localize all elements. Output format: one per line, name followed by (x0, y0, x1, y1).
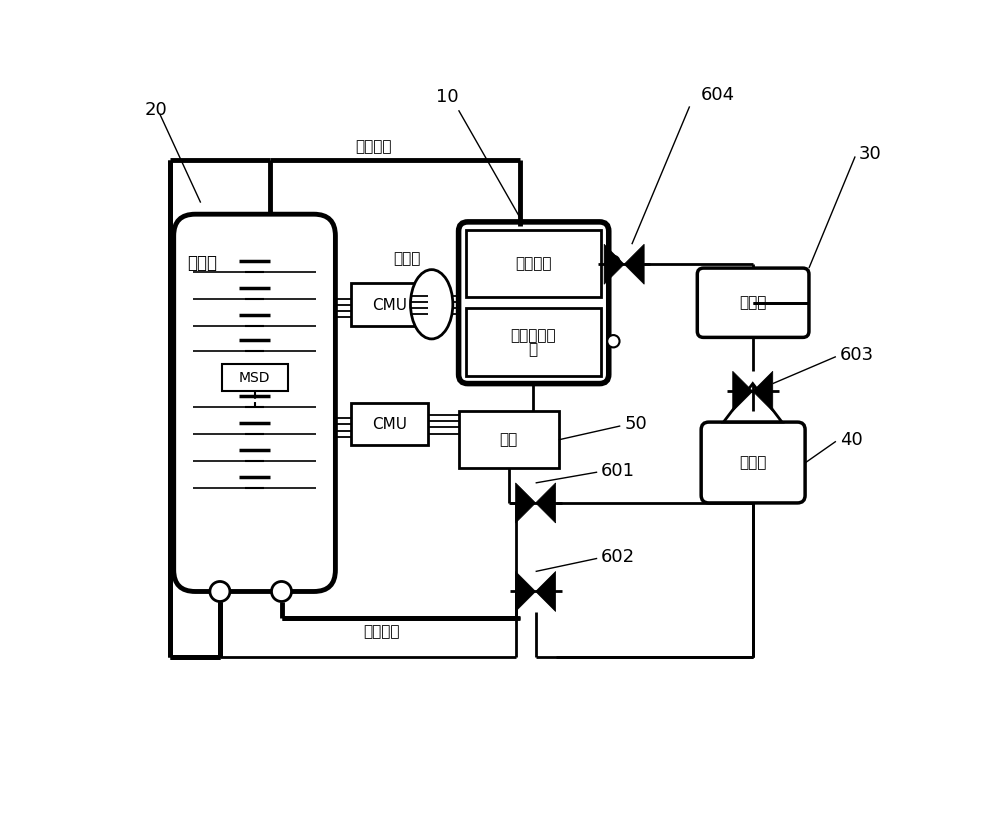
Text: 水泵: 水泵 (500, 432, 518, 447)
Polygon shape (624, 244, 644, 284)
Ellipse shape (410, 269, 453, 339)
Bar (222, 364, 288, 392)
Circle shape (607, 335, 620, 348)
Text: 602: 602 (601, 548, 635, 565)
Polygon shape (536, 571, 556, 611)
Text: 30: 30 (859, 145, 882, 163)
Text: 50: 50 (624, 415, 647, 433)
Text: 正极总线: 正极总线 (356, 140, 392, 154)
Circle shape (607, 255, 620, 268)
Polygon shape (604, 244, 624, 284)
FancyBboxPatch shape (701, 422, 805, 503)
Text: 601: 601 (601, 462, 635, 480)
Text: 40: 40 (840, 431, 862, 449)
Text: 负极总线: 负极总线 (363, 624, 400, 640)
Circle shape (271, 582, 292, 601)
Text: CMU: CMU (372, 417, 407, 432)
FancyBboxPatch shape (697, 268, 809, 337)
Text: 电池包: 电池包 (188, 255, 218, 273)
Bar (351, 403, 428, 446)
Polygon shape (516, 483, 536, 523)
Text: 10: 10 (436, 88, 458, 106)
Polygon shape (753, 371, 773, 411)
Text: 20: 20 (144, 101, 167, 119)
Text: 603: 603 (840, 346, 874, 364)
Text: 均衡电阱: 均衡电阱 (515, 256, 552, 271)
Bar (459, 410, 559, 468)
Text: 固态继电器: 固态继电器 (510, 328, 556, 344)
Text: 储液器: 储液器 (739, 455, 766, 470)
Text: 604: 604 (701, 86, 735, 104)
Bar (466, 308, 601, 376)
Circle shape (210, 582, 230, 601)
Text: 均衡线: 均衡线 (393, 251, 421, 266)
FancyBboxPatch shape (459, 222, 609, 384)
Text: CMU: CMU (372, 298, 407, 313)
Text: MSD: MSD (239, 371, 270, 385)
Bar (351, 283, 428, 326)
Text: 组: 组 (529, 342, 538, 357)
Polygon shape (516, 571, 536, 611)
Bar (466, 229, 601, 297)
FancyBboxPatch shape (174, 214, 335, 592)
Text: 冷却器: 冷却器 (739, 295, 766, 310)
Polygon shape (536, 483, 556, 523)
Polygon shape (733, 371, 753, 411)
